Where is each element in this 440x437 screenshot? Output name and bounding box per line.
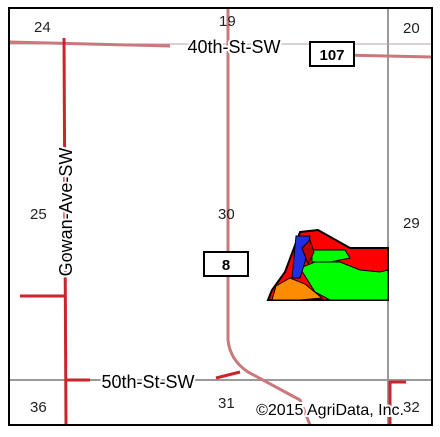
section-number: 19 (219, 13, 236, 30)
section-number: 32 (403, 399, 420, 416)
road-40th-west (9, 40, 171, 48)
section-number: 31 (218, 395, 235, 412)
section-number: 30 (218, 206, 235, 223)
road-50th-east (215, 370, 241, 380)
road-40th-east (339, 53, 433, 59)
road-label-50th: 50th-St-SW (101, 372, 194, 392)
route-shield-8: 8 (203, 251, 249, 277)
map-frame-border (8, 7, 433, 426)
copyright-text: ©2015 AgriData, Inc. (256, 402, 404, 419)
section-number: 24 (34, 19, 51, 36)
road-gowan-ave (62, 37, 68, 426)
road-label-40th: 40th-St-SW (187, 37, 280, 57)
road-route-8 (226, 8, 312, 426)
route-shield-107-label: 107 (319, 47, 344, 64)
route-shield-107: 107 (309, 41, 355, 67)
zone-darkred (301, 239, 315, 266)
road-label-gowan: Gowan-Ave-SW (56, 148, 76, 277)
section-number: 25 (30, 206, 47, 223)
zone-orange (271, 277, 324, 301)
section-number: 36 (30, 399, 47, 416)
road-southeast (388, 380, 406, 425)
zone-green-upper (311, 249, 351, 263)
section-number: 20 (403, 20, 420, 37)
soil-zones (266, 228, 389, 301)
route-shield-8-label: 8 (222, 257, 230, 274)
section-number: 29 (403, 215, 420, 232)
